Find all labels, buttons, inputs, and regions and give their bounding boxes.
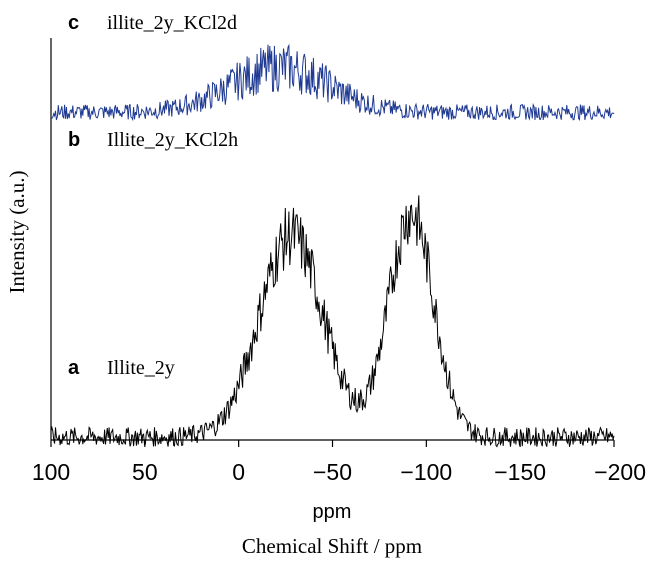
x-axis-unit-label: ppm [313,501,352,523]
panel-letter-c: c [68,12,79,34]
spectrum-line-a [50,195,615,448]
series-name-c: illite_2y_KCl2d [107,12,237,34]
x-tick-label: −50 [313,459,352,485]
series-name-a: Illite_2y [107,357,175,379]
y-axis-title: Intensity (a.u.) [5,170,29,293]
x-tick-label: −100 [400,459,452,485]
x-tick-label: 0 [232,459,245,485]
panel-letter-b: b [68,129,80,151]
series-name-b: Illite_2y_KCl2h [107,129,238,151]
x-tick-label: −200 [594,459,646,485]
x-tick-label: 100 [32,459,70,485]
x-axis-title: Chemical Shift / ppm [242,534,422,558]
x-tick-label: −150 [494,459,546,485]
x-tick-group: 100 50 0 −50 −100 −150 −200 [32,440,646,485]
spectra-group [50,43,615,448]
x-tick-label: 50 [132,459,158,485]
panel-letter-a: a [68,357,80,379]
spectrum-line-b [50,43,615,122]
